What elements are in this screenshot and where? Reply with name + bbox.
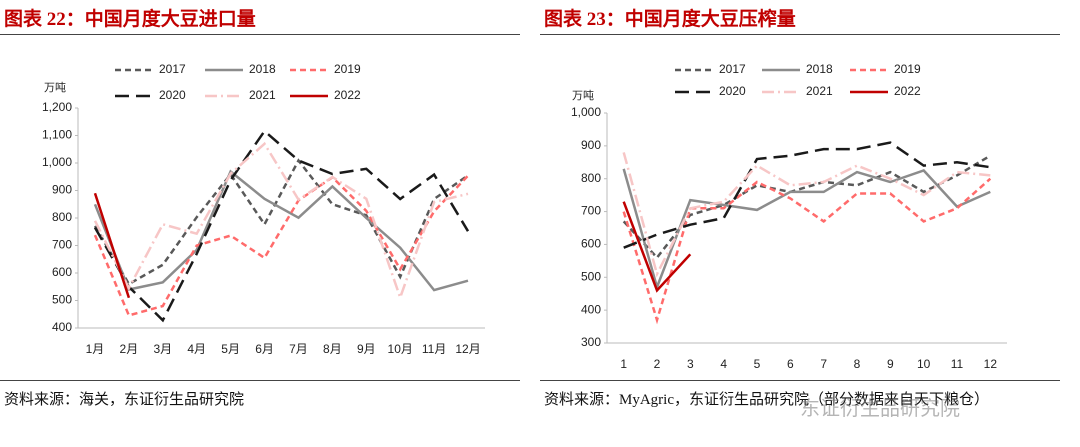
x-tick-label: 8: [854, 357, 861, 371]
x-tick-label: 4: [720, 357, 727, 371]
y-tick-label: 800: [581, 171, 601, 185]
chart-title: 图表 23：中国月度大豆压榨量: [544, 9, 796, 30]
series-line: [623, 141, 991, 249]
x-tick-label: 3: [687, 357, 694, 371]
source: 资料来源：MyAgric，东证衍生品研究院（部分数据来自天下粮仓）: [544, 392, 989, 408]
divider: [540, 34, 1060, 35]
series-line: [93, 141, 469, 302]
x-tick-label: 2月: [120, 342, 139, 356]
y-tick-label: 700: [52, 238, 72, 252]
series-line: [93, 174, 469, 317]
x-tick-label: 2: [654, 357, 661, 371]
x-tick-label: 11: [951, 357, 964, 371]
x-tick-label: 7月: [289, 342, 308, 356]
unit-label: 万吨: [44, 81, 66, 94]
y-tick-label: 400: [581, 302, 601, 316]
watermark: 东证衍生品研究院: [800, 396, 960, 420]
y-tick-label: 900: [581, 138, 601, 152]
x-tick-label: 10月: [388, 342, 413, 356]
series-line: [622, 152, 991, 278]
x-tick-label: 5: [754, 357, 761, 371]
legend-label: 2021: [249, 88, 276, 102]
divider: [0, 380, 520, 381]
x-tick-label: 11月: [422, 342, 446, 356]
source: 资料来源：海关，东证衍生品研究院: [4, 392, 245, 408]
panel: 图表 22：中国月度大豆进口量 万吨 400 500 600 700 800 900 1,00…: [0, 0, 520, 447]
legend-label: 2018: [249, 62, 276, 76]
legend-label: 2022: [894, 84, 921, 98]
series-line: [622, 168, 991, 292]
x-tick-label: 10: [917, 357, 931, 371]
legend-label: 2017: [159, 62, 186, 76]
y-tick-label: 500: [581, 269, 601, 283]
y-tick-label: 600: [52, 265, 72, 279]
chart-title: 图表 22：中国月度大豆进口量: [4, 9, 256, 30]
legend-label: 2020: [159, 88, 186, 102]
x-tick-label: 1月: [86, 342, 105, 356]
y-tick-label: 900: [52, 183, 72, 197]
x-tick-label: 9月: [357, 342, 376, 356]
x-tick-label: 12月: [455, 342, 480, 356]
x-tick-label: 8月: [323, 342, 342, 356]
legend-label: 2019: [334, 62, 361, 76]
series-line: [622, 177, 992, 325]
y-tick-label: 500: [52, 293, 72, 307]
x-tick-label: 12: [984, 357, 998, 371]
panel: 图表 23：中国月度大豆压榨量 万吨 300 400 500 600 700 800 900 1…: [540, 0, 1060, 447]
legend-label: 2021: [806, 84, 833, 98]
series-line: [622, 201, 692, 293]
legend-label: 2017: [719, 62, 746, 76]
x-tick-label: 1: [620, 357, 627, 371]
series-line: [93, 158, 469, 286]
y-tick-label: 400: [52, 320, 72, 334]
y-tick-label: 600: [581, 237, 601, 251]
y-tick-label: 800: [52, 210, 72, 224]
x-tick-label: 3月: [153, 342, 172, 356]
divider: [540, 380, 1060, 381]
series-line: [622, 154, 991, 260]
series-line: [93, 169, 469, 292]
series-line: [93, 192, 131, 299]
series-line: [93, 129, 470, 323]
y-tick-label: 1,100: [42, 128, 72, 142]
x-tick-label: 4月: [187, 342, 206, 356]
legend-label: 2018: [806, 62, 833, 76]
y-tick-label: 1,000: [42, 155, 72, 169]
legend-label: 2020: [719, 84, 746, 98]
legend-label: 2022: [334, 88, 361, 102]
x-tick-label: 6月: [255, 342, 274, 356]
x-tick-label: 9: [887, 357, 894, 371]
y-tick-label: 1,000: [571, 105, 601, 119]
y-tick-label: 300: [581, 335, 601, 349]
y-tick-label: 700: [581, 204, 601, 218]
divider: [0, 34, 520, 35]
y-tick-label: 1,200: [42, 100, 72, 114]
x-tick-label: 7: [820, 357, 827, 371]
unit-label: 万吨: [572, 89, 594, 102]
x-tick-label: 6: [787, 357, 794, 371]
x-tick-label: 5月: [221, 342, 240, 356]
chart: 万吨 400 500 600 700 800 900 1,000 1,100 1,200 1月 2月 3…: [42, 62, 485, 356]
legend-label: 2019: [894, 62, 921, 76]
